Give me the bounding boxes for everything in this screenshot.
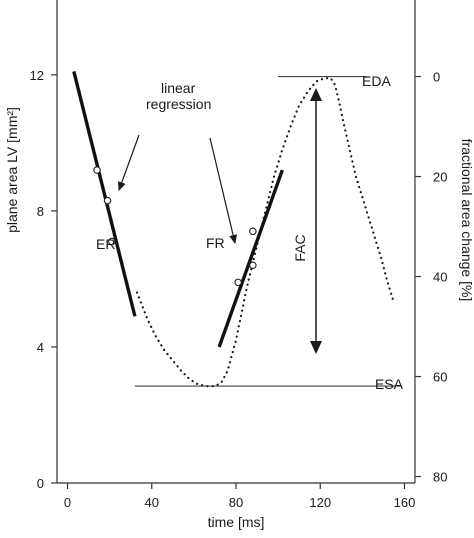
y2-axis-title: fractional area change [%]	[459, 139, 474, 302]
annotation-fr: FR	[206, 235, 225, 251]
y2-tick-label: 20	[433, 170, 447, 185]
regression-line-fr	[217, 169, 284, 348]
y2-tick-label: 0	[433, 70, 440, 85]
sample-point	[234, 278, 242, 287]
x-axis-title: time [ms]	[208, 514, 265, 530]
sample-point	[93, 166, 101, 174]
fac-arrow-head-top	[310, 88, 322, 101]
regression-line-er	[72, 71, 137, 317]
x-ticks: 0 40 80 120 160	[64, 483, 415, 510]
annotation-esa: ESA	[375, 376, 404, 392]
x-tick-label: 0	[64, 495, 71, 510]
y2-tick-label: 80	[433, 470, 447, 485]
annotation-linear: linear	[161, 80, 196, 96]
points-layer	[93, 166, 257, 287]
annotation-eda: EDA	[362, 73, 391, 89]
y-axis-title: plane area LV [mm²]	[4, 107, 20, 233]
annotation-fac: FAC	[292, 234, 308, 261]
reference-lines	[134, 75, 403, 387]
y2-tick-label: 60	[433, 370, 447, 385]
series-layer	[135, 77, 395, 388]
x-tick-label: 120	[309, 495, 331, 510]
regression-arrow-right	[209, 137, 238, 244]
fac-arrow-head-bottom	[310, 341, 322, 354]
y-ticks: 0 4 8 12	[30, 68, 57, 491]
x-tick-label: 40	[145, 495, 159, 510]
y-tick-label: 0	[37, 476, 44, 491]
y-tick-label: 8	[37, 204, 44, 219]
x-tick-label: 80	[229, 495, 243, 510]
regression-arrow-left	[117, 134, 140, 191]
y-tick-label: 4	[37, 340, 44, 355]
regression-layer	[72, 71, 284, 348]
area-curve-series	[135, 77, 395, 388]
x-tick-label: 160	[394, 495, 416, 510]
sample-point	[103, 196, 112, 205]
sample-point	[249, 227, 257, 236]
y-tick-label: 12	[30, 68, 44, 83]
annotation-er: ER	[96, 236, 115, 252]
y2-ticks: 0 20 40 60 80	[415, 70, 447, 485]
y2-tick-label: 40	[433, 270, 447, 285]
annotation-regression: regression	[146, 96, 211, 112]
sample-point	[249, 261, 257, 270]
sample-point	[108, 237, 116, 246]
